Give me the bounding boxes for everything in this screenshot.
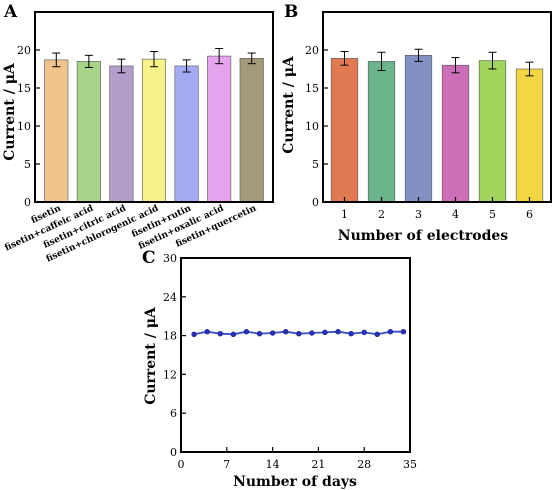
panel-b-y-axis-label: Current / μA xyxy=(281,55,297,154)
x-tick-label: 4 xyxy=(452,208,459,221)
x-tick-label: 35 xyxy=(403,458,417,471)
panel-c-x-axis-label: Number of days xyxy=(233,474,357,490)
bar xyxy=(367,61,396,203)
y-tick-label: 15 xyxy=(305,82,319,95)
x-tick-label: 7 xyxy=(223,458,230,471)
panel-c-x-ticks: 0 7 14 21 28 35 xyxy=(178,447,417,471)
data-point xyxy=(400,329,407,335)
data-point xyxy=(296,330,302,337)
data-point xyxy=(322,329,328,336)
x-tick-label: 5 xyxy=(489,208,496,221)
x-tick-label: 28 xyxy=(357,458,371,471)
data-point xyxy=(282,329,289,335)
x-tick-label: 2 xyxy=(378,208,385,221)
bar xyxy=(44,59,69,203)
data-point xyxy=(387,329,394,335)
bar xyxy=(478,60,507,203)
y-tick-label: 20 xyxy=(305,44,319,57)
panel-b-plot-frame xyxy=(322,11,552,203)
data-point xyxy=(243,329,250,335)
y-tick-label: 15 xyxy=(17,82,31,95)
panel-c-series xyxy=(191,329,407,338)
panel-c-plot-frame xyxy=(180,257,411,453)
panel-a: A Current / μA 0 5 10 15 20 fisetinfisetin+c… xyxy=(2,2,274,265)
x-tick-label: 1 xyxy=(341,208,348,221)
panel-b-letter: B xyxy=(284,2,298,22)
panel-c-letter: C xyxy=(142,248,156,268)
x-tick-label: 14 xyxy=(266,458,280,471)
panel-a-letter: A xyxy=(3,2,18,22)
bar xyxy=(207,55,232,203)
y-tick-label: 5 xyxy=(312,158,319,171)
panel-c-y-axis-label: Current / μA xyxy=(143,306,159,405)
x-tick-label: 3 xyxy=(415,208,422,221)
bar xyxy=(404,55,433,203)
panel-a-plot-frame xyxy=(34,11,274,203)
bar xyxy=(76,61,101,203)
x-tick-label: 21 xyxy=(311,458,325,471)
panel-a-bars xyxy=(44,47,264,203)
bar xyxy=(174,65,199,203)
x-tick-label: 6 xyxy=(526,208,533,221)
panel-a-y-axis-label: Current / μA xyxy=(2,62,18,161)
panel-b-y-ticks: 0 5 10 15 20 xyxy=(305,44,328,209)
y-tick-label: 12 xyxy=(163,368,177,381)
y-tick-label: 24 xyxy=(163,291,177,304)
data-point xyxy=(309,330,315,336)
panel-c-y-ticks: 0 6 12 18 24 30 xyxy=(163,252,186,459)
y-tick-label: 18 xyxy=(163,330,177,343)
data-point xyxy=(335,329,341,335)
y-tick-label: 30 xyxy=(163,252,177,265)
data-point xyxy=(204,329,210,335)
x-tick-label: 0 xyxy=(178,458,185,471)
bar xyxy=(515,68,544,203)
data-point xyxy=(191,331,197,338)
panel-b: B Current / μA 0 5 10 15 20 1 2 3 4 5 6 Number of… xyxy=(281,2,552,244)
panel-b-bars xyxy=(330,48,544,203)
bar xyxy=(109,65,134,203)
data-point xyxy=(230,331,237,338)
y-tick-label: 0 xyxy=(312,196,319,209)
panel-c: C Current / μA 0 6 12 18 24 30 0 7 14 21 28 35 Num… xyxy=(142,248,417,490)
bar xyxy=(330,58,359,203)
y-tick-label: 6 xyxy=(170,407,177,420)
data-point xyxy=(217,330,223,337)
panel-a-y-ticks: 0 5 10 15 20 xyxy=(17,44,40,209)
data-point xyxy=(348,330,354,337)
data-point xyxy=(256,330,263,337)
y-tick-label: 10 xyxy=(305,120,319,133)
y-tick-label: 10 xyxy=(17,120,31,133)
bar xyxy=(441,64,470,203)
y-tick-label: 5 xyxy=(24,158,31,171)
data-point xyxy=(361,329,367,336)
bar xyxy=(239,58,264,203)
panel-b-x-axis-label: Number of electrodes xyxy=(338,228,509,244)
data-point xyxy=(374,331,380,338)
bar xyxy=(141,58,167,203)
y-tick-label: 0 xyxy=(170,446,177,459)
data-point xyxy=(269,330,276,336)
y-tick-label: 20 xyxy=(17,44,31,57)
y-tick-label: 0 xyxy=(24,196,31,209)
